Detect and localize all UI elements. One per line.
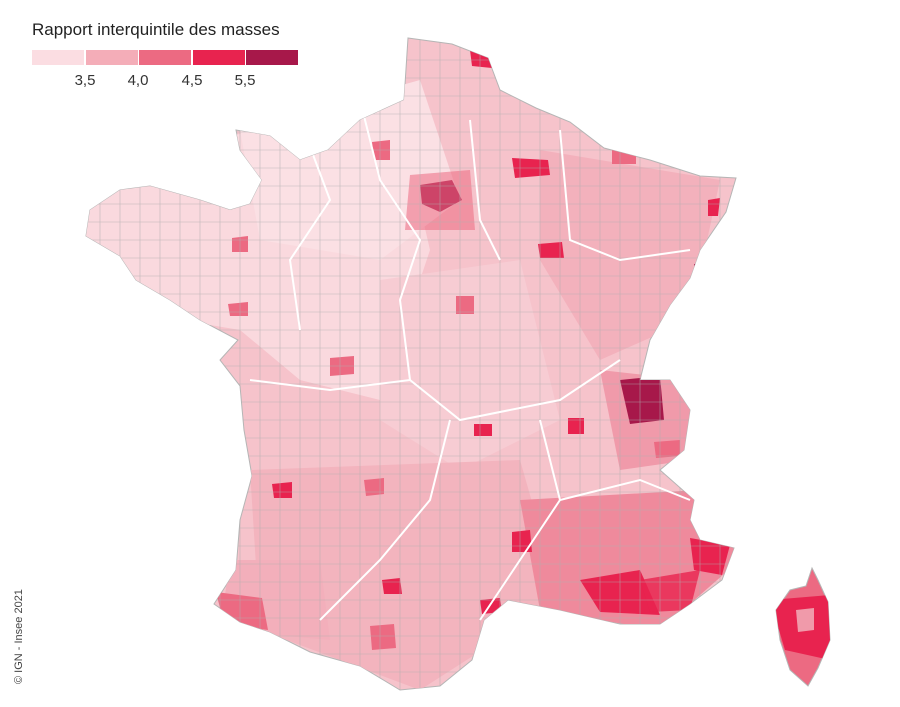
hotspot-orleans	[456, 296, 474, 314]
hotspot-grenoble-area	[654, 440, 680, 458]
hotspot-troyes	[538, 242, 564, 258]
legend-title: Rapport interquintile des masses	[32, 20, 280, 39]
corsica-light	[796, 608, 814, 632]
hotspot-montpellier	[480, 598, 502, 614]
legend-swatch-3	[139, 50, 191, 65]
legend-swatch-2	[85, 50, 138, 65]
legend-swatch-4	[192, 50, 245, 65]
hotspot-perpignan	[370, 624, 396, 650]
legend-tick-2: 4,0	[127, 72, 149, 89]
hotspot-nimes	[512, 530, 532, 552]
hotspot-toulon-var	[640, 570, 700, 612]
legend-tick-1: 3,5	[74, 72, 96, 89]
zone-center	[380, 260, 560, 470]
hotspot-toulouse	[382, 578, 402, 594]
hotspot-mulhouse	[694, 262, 712, 288]
hotspot-geneva	[620, 376, 664, 424]
legend-swatch-1	[32, 50, 84, 65]
hotspot-metz-nancy	[612, 150, 636, 164]
legend-color-scale	[32, 50, 300, 65]
legend-tick-3: 4,5	[181, 72, 203, 89]
legend-swatch-5	[246, 50, 298, 65]
legend-tick-4: 5,5	[234, 72, 256, 89]
region-borders	[249, 99, 691, 621]
hotspot-limoges	[364, 478, 384, 496]
copyright-credit: © IGN - Insee 2021	[13, 589, 25, 684]
hotspot-clermont	[474, 424, 492, 436]
hotspot-nantes	[228, 302, 248, 316]
hotspot-lyon	[568, 418, 584, 434]
hotspot-strasbourg	[708, 198, 720, 216]
legend: Rapport interquintile des masses 3,5 4,0…	[32, 20, 298, 89]
hotspot-bordeaux	[272, 482, 292, 498]
